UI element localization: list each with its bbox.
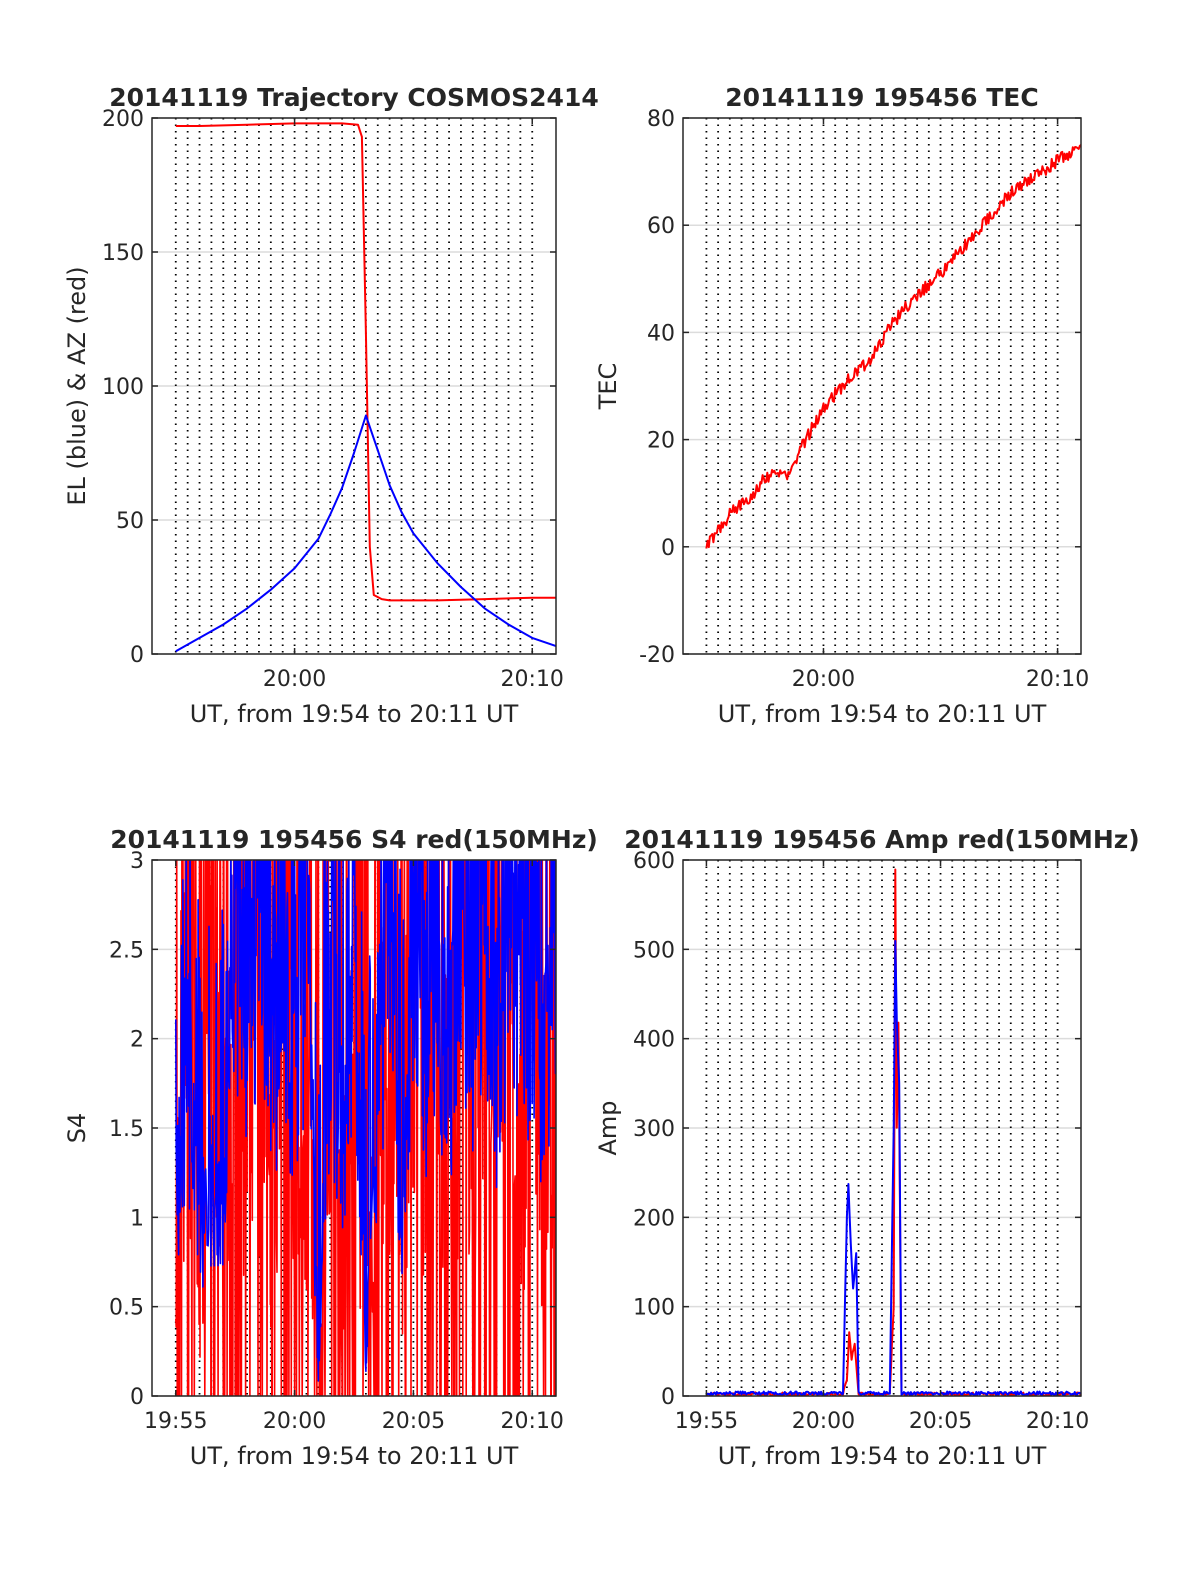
chart-panel-1: 0 50 100 150 200 20:00 20:10 20141119 Trajector… (63, 83, 599, 728)
chart-title: 20141119 Trajectory COSMOS2414 (109, 83, 599, 112)
x-tick-label: 20:00 (263, 667, 326, 692)
y-tick-label: 1 (130, 1206, 144, 1231)
x-tick-label: 20:10 (501, 1409, 564, 1434)
y-axis-label: Amp (594, 1100, 622, 1155)
y-axis-label: TEC (594, 363, 622, 411)
y-tick-label: 1.5 (109, 1117, 144, 1142)
x-axis-label: UT, from 19:54 to 20:11 UT (190, 1442, 519, 1470)
series-line-blue (175, 414, 556, 653)
y-tick-label: 2 (130, 1028, 144, 1053)
y-axis-label: S4 (63, 1113, 91, 1144)
chart-title: 20141119 195456 Amp red(150MHz) (624, 825, 1140, 854)
y-tick-label: 40 (647, 321, 675, 346)
y-tick-label: 100 (633, 1296, 675, 1321)
chart-panel-2: -20 0 20 40 60 80 20:00 20:10 20141119 195456 TE… (594, 83, 1089, 728)
axes-box (682, 117, 1082, 655)
y-tick-label: 50 (116, 509, 144, 534)
chart-panel-4: 0 100 200 300 400 500 600 19:55 20:00 20:05 20:10 2… (594, 825, 1140, 1470)
x-tick-label: 20:10 (1026, 1409, 1089, 1434)
x-tick-label: 20:00 (263, 1409, 326, 1434)
y-tick-label: 60 (647, 214, 675, 239)
chart-panel-3: 0 0.5 1 1.5 2 2.5 3 19:55 20:00 20:05 20:10 2014111… (63, 825, 598, 1470)
series-line-red (175, 122, 556, 602)
y-tick-label: 150 (102, 241, 144, 266)
y-tick-label: 200 (633, 1206, 675, 1231)
y-tick-label: 0 (661, 536, 675, 561)
y-tick-label: 80 (647, 107, 675, 132)
y-axis-label: EL (blue) & AZ (red) (63, 266, 91, 505)
plot-area (705, 868, 1081, 1396)
x-tick-label: 19:55 (675, 1409, 738, 1434)
x-axis-label: UT, from 19:54 to 20:11 UT (718, 1442, 1047, 1470)
plot-area (705, 144, 1081, 549)
x-axis-label: UT, from 19:54 to 20:11 UT (718, 700, 1047, 728)
y-tick-label: 20 (647, 429, 675, 454)
y-tick-label: 100 (102, 375, 144, 400)
y-tick-label: 3 (130, 849, 144, 874)
y-tick-label: 0 (661, 1385, 675, 1410)
x-tick-label: 20:10 (1026, 667, 1089, 692)
series-line-red (705, 144, 1081, 549)
y-tick-label: 400 (633, 1028, 675, 1053)
x-tick-label: 20:10 (501, 667, 564, 692)
series-line-blue (705, 940, 1081, 1396)
y-tick-label: 600 (633, 849, 675, 874)
y-tick-label: 500 (633, 938, 675, 963)
series-line-blue (175, 860, 556, 1382)
y-tick-label: 300 (633, 1117, 675, 1142)
x-tick-label: 20:05 (382, 1409, 445, 1434)
plot-area (175, 860, 556, 1396)
y-tick-label: 0 (130, 643, 144, 668)
x-tick-label: 20:00 (792, 1409, 855, 1434)
y-tick-label: 2.5 (109, 938, 144, 963)
chart-title: 20141119 195456 S4 red(150MHz) (110, 825, 598, 854)
x-tick-label: 19:55 (144, 1409, 207, 1434)
chart-title: 20141119 195456 TEC (725, 83, 1038, 112)
y-tick-label: 0.5 (109, 1296, 144, 1321)
plot-area (175, 122, 556, 653)
y-tick-label: 200 (102, 107, 144, 132)
y-tick-label: 0 (130, 1385, 144, 1410)
x-axis-label: UT, from 19:54 to 20:11 UT (190, 700, 519, 728)
x-tick-label: 20:05 (909, 1409, 972, 1434)
x-tick-label: 20:00 (792, 667, 855, 692)
y-tick-label: -20 (639, 643, 675, 668)
